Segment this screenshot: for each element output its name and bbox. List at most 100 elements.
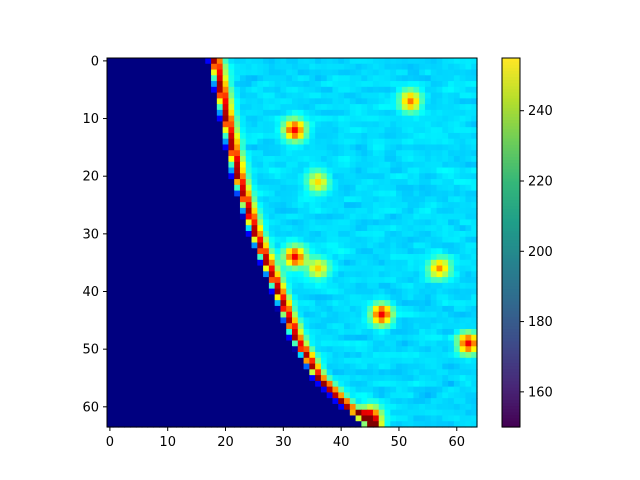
heatmap-cell (453, 230, 461, 238)
heatmap-cell (257, 311, 264, 319)
heatmap-cell (199, 271, 206, 278)
heatmap-cell (107, 369, 114, 376)
heatmap-cell (372, 161, 380, 169)
heatmap-cell (170, 259, 177, 267)
heatmap-cell (251, 196, 258, 203)
heatmap-cell (344, 167, 351, 174)
heatmap-cell (459, 386, 467, 394)
heatmap-cell (216, 386, 224, 394)
heatmap-cell (176, 352, 183, 359)
heatmap-cell (107, 277, 114, 284)
heatmap-cell (413, 190, 420, 197)
heatmap-cell (222, 300, 230, 307)
heatmap-cell (216, 277, 224, 284)
heatmap-cell (159, 161, 166, 169)
colorbar-segment (502, 199, 520, 204)
heatmap-cell (234, 311, 241, 319)
heatmap-cell (344, 311, 351, 319)
heatmap-cell (280, 115, 287, 123)
heatmap-cell (130, 392, 137, 399)
heatmap-cell (286, 127, 293, 134)
heatmap-cell (112, 271, 120, 278)
heatmap-cell (199, 311, 206, 319)
heatmap-cell (430, 334, 438, 342)
heatmap-cell (378, 363, 386, 370)
heatmap-cell (396, 277, 403, 284)
heatmap-cell (390, 415, 397, 422)
heatmap-cell (234, 144, 241, 151)
heatmap-cell (147, 63, 154, 71)
heatmap-cell (280, 156, 287, 163)
heatmap-cell (361, 236, 368, 244)
heatmap-cell (326, 75, 334, 82)
heatmap-cell (274, 265, 282, 272)
heatmap-cell (153, 334, 160, 342)
heatmap-cell (297, 86, 305, 94)
heatmap-cell (245, 179, 253, 186)
heatmap-cell (465, 167, 472, 174)
heatmap-cell (303, 398, 310, 405)
heatmap-cell (107, 271, 114, 278)
heatmap-cell (448, 363, 455, 370)
heatmap-cell (216, 392, 224, 399)
heatmap-cell (124, 207, 131, 215)
heatmap-cell (442, 415, 449, 422)
heatmap-cell (130, 380, 137, 388)
heatmap-cell (159, 202, 166, 209)
heatmap-cell (245, 92, 253, 99)
heatmap-cell (130, 207, 137, 215)
heatmap-cell (263, 75, 270, 82)
heatmap-cell (332, 277, 339, 284)
heatmap-cell (384, 375, 391, 382)
heatmap-cell (124, 380, 131, 388)
heatmap-cell (257, 161, 264, 169)
heatmap-cell (211, 173, 218, 180)
heatmap-cell (384, 104, 391, 111)
heatmap-cell (239, 92, 247, 99)
heatmap-cell (309, 311, 316, 319)
heatmap-cell (292, 311, 299, 319)
heatmap-cell (286, 254, 293, 261)
heatmap-cell (112, 156, 120, 163)
heatmap-cell (107, 248, 114, 255)
heatmap-cell (147, 300, 154, 307)
heatmap-cell (274, 277, 282, 284)
heatmap-cell (367, 173, 374, 180)
colorbar-segment (502, 251, 520, 256)
heatmap-cell (442, 409, 449, 417)
heatmap-cell (193, 317, 201, 324)
heatmap-cell (245, 86, 253, 94)
heatmap-cell (448, 184, 455, 192)
heatmap-cell (263, 415, 270, 422)
heatmap-cell (413, 409, 420, 417)
heatmap-cell (303, 282, 310, 290)
heatmap-cell (424, 415, 432, 422)
heatmap-cell (349, 75, 357, 82)
heatmap-cell (453, 242, 461, 249)
heatmap-cell (384, 282, 391, 290)
heatmap-cell (274, 75, 282, 82)
heatmap-cell (153, 121, 160, 128)
heatmap-cell (268, 63, 276, 71)
heatmap-cell (280, 202, 287, 209)
heatmap-cell (367, 311, 374, 319)
heatmap-cell (384, 58, 391, 65)
heatmap-cell (170, 300, 177, 307)
heatmap-cell (130, 127, 137, 134)
heatmap-cell (187, 415, 195, 422)
heatmap-cell (367, 150, 374, 157)
heatmap-cell (378, 92, 386, 99)
heatmap-cell (407, 421, 415, 428)
heatmap-cell (130, 409, 137, 417)
heatmap-cell (320, 86, 328, 94)
heatmap-cell (245, 305, 253, 313)
heatmap-cell (222, 156, 230, 163)
colorbar-segment (502, 264, 520, 268)
heatmap-cell (205, 184, 212, 192)
heatmap-cell (338, 138, 345, 146)
heatmap-cell (164, 104, 172, 111)
heatmap-cell (442, 190, 449, 197)
heatmap-cell (396, 369, 403, 376)
heatmap-cell (222, 254, 230, 261)
heatmap-cell (135, 104, 143, 111)
